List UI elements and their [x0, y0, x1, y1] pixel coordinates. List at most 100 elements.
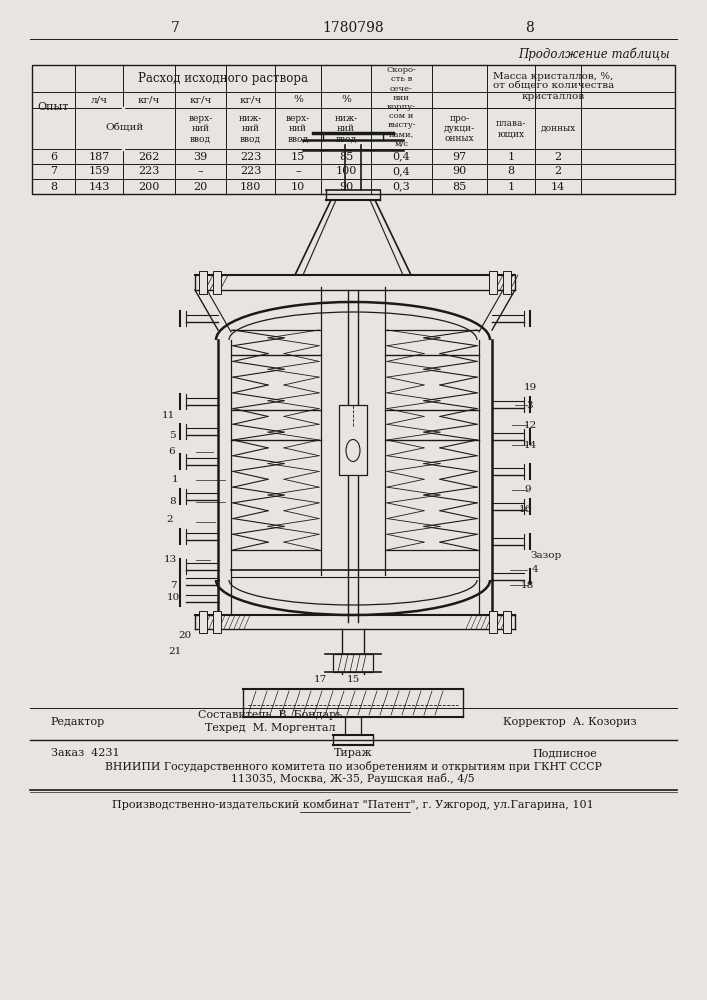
- Text: 223: 223: [240, 151, 261, 161]
- Text: 3: 3: [527, 400, 533, 410]
- Text: 85: 85: [339, 151, 353, 161]
- Bar: [213, 611, 221, 633]
- Text: 1780798: 1780798: [322, 21, 384, 35]
- Text: 0,4: 0,4: [392, 151, 410, 161]
- Text: Подписное: Подписное: [532, 748, 597, 758]
- Text: 17: 17: [313, 676, 327, 684]
- Bar: [489, 271, 497, 294]
- Text: 19: 19: [523, 383, 537, 392]
- Text: 20: 20: [194, 182, 208, 192]
- Text: 2: 2: [554, 151, 561, 161]
- Text: 1: 1: [508, 151, 515, 161]
- Text: %: %: [293, 96, 303, 104]
- Text: 90: 90: [452, 166, 467, 176]
- Text: 2: 2: [167, 516, 173, 524]
- Text: 262: 262: [139, 151, 160, 161]
- Text: 159: 159: [88, 166, 110, 176]
- Text: верх-
ний
ввод: верх- ний ввод: [286, 114, 310, 143]
- Bar: [339, 405, 367, 475]
- Text: 14: 14: [551, 182, 565, 192]
- Text: 200: 200: [139, 182, 160, 192]
- Text: ВНИИПИ Государственного комитета по изобретениям и открытиям при ГКНТ СССР: ВНИИПИ Государственного комитета по изоб…: [105, 760, 602, 772]
- Text: 100: 100: [335, 166, 357, 176]
- Text: 11: 11: [161, 410, 175, 420]
- Text: 1: 1: [172, 476, 178, 485]
- Text: 15: 15: [291, 151, 305, 161]
- Text: 8: 8: [508, 166, 515, 176]
- Text: донных: донных: [540, 124, 575, 133]
- Text: 7: 7: [50, 166, 57, 176]
- Text: 2: 2: [554, 166, 561, 176]
- Text: Производственно-издательский комбинат "Патент", г. Ужгород, ул.Гагарина, 101: Производственно-издательский комбинат "П…: [112, 798, 594, 810]
- Text: 16: 16: [518, 506, 532, 514]
- Text: 113035, Москва, Ж-35, Раушская наб., 4/5: 113035, Москва, Ж-35, Раушская наб., 4/5: [231, 774, 475, 784]
- Text: л/ч: л/ч: [90, 96, 107, 104]
- Text: 223: 223: [240, 166, 261, 176]
- Text: 20: 20: [178, 631, 192, 640]
- Text: 5: 5: [169, 430, 175, 440]
- Text: Составитель  В. Бондарь: Составитель В. Бондарь: [198, 710, 342, 720]
- Text: Заказ  4231: Заказ 4231: [51, 748, 119, 758]
- Text: 7: 7: [170, 21, 180, 35]
- Text: Скоро-
сть в
сече-
нии
корпу-
сом и
высту-
пами,
м/с: Скоро- сть в сече- нии корпу- сом и выст…: [387, 66, 416, 148]
- Text: Корректор  А. Козориз: Корректор А. Козориз: [503, 717, 637, 727]
- Text: Расход исходного раствора: Расход исходного раствора: [138, 72, 308, 85]
- Bar: [130, 200, 580, 700]
- Text: 6: 6: [50, 151, 57, 161]
- Text: 0,4: 0,4: [392, 166, 410, 176]
- Text: 8: 8: [525, 21, 534, 35]
- Text: 85: 85: [452, 182, 467, 192]
- Ellipse shape: [346, 440, 360, 462]
- Text: Опыт: Опыт: [37, 102, 69, 112]
- Text: про-
дукци-
онных: про- дукци- онных: [444, 114, 475, 143]
- Text: 90: 90: [339, 182, 353, 192]
- Text: –: –: [296, 166, 300, 176]
- Text: 180: 180: [240, 182, 261, 192]
- Text: –: –: [198, 166, 204, 176]
- Text: ниж-
ний
ввод: ниж- ний ввод: [239, 114, 262, 143]
- Bar: [503, 611, 511, 633]
- Bar: [199, 611, 207, 633]
- Bar: [199, 271, 207, 294]
- Text: 187: 187: [88, 151, 110, 161]
- Bar: [213, 271, 221, 294]
- Text: кг/ч: кг/ч: [138, 96, 160, 104]
- Text: 1: 1: [508, 182, 515, 192]
- Text: 9: 9: [525, 486, 532, 494]
- Text: 8: 8: [170, 497, 176, 506]
- Text: 8: 8: [50, 182, 57, 192]
- Text: Продолжение таблицы: Продолжение таблицы: [518, 47, 670, 61]
- Bar: [333, 654, 373, 672]
- Text: 13: 13: [163, 556, 177, 564]
- Text: Техред  М. Моргентал: Техред М. Моргентал: [205, 723, 335, 733]
- Text: 18: 18: [520, 580, 534, 589]
- Bar: [489, 611, 497, 633]
- Text: 0,3: 0,3: [392, 182, 410, 192]
- Text: кг/ч: кг/ч: [189, 96, 211, 104]
- Text: 15: 15: [346, 676, 360, 684]
- Text: 14: 14: [523, 440, 537, 450]
- Text: 143: 143: [88, 182, 110, 192]
- Bar: [32, 65, 675, 194]
- Text: 6: 6: [169, 448, 175, 456]
- Text: ниж-
ний
ввод: ниж- ний ввод: [334, 114, 358, 143]
- Text: 7: 7: [170, 580, 176, 589]
- Text: Масса кристаллов, %,
от общего количества
кристаллов: Масса кристаллов, %, от общего количеств…: [493, 72, 614, 101]
- Bar: [503, 271, 511, 294]
- Text: 39: 39: [194, 151, 208, 161]
- Text: верх-
ний
ввод: верх- ний ввод: [188, 114, 213, 143]
- Text: Зазор: Зазор: [530, 550, 561, 560]
- Text: Тираж: Тираж: [334, 748, 373, 758]
- Text: 10: 10: [291, 182, 305, 192]
- Text: Общий: Общий: [106, 124, 144, 133]
- Text: 4: 4: [532, 566, 538, 574]
- Text: 12: 12: [523, 420, 537, 430]
- Text: 21: 21: [168, 648, 182, 656]
- Text: %: %: [341, 96, 351, 104]
- Text: 223: 223: [139, 166, 160, 176]
- Text: 10: 10: [166, 593, 180, 602]
- Text: плава-
ющих: плава- ющих: [496, 119, 526, 138]
- Text: кг/ч: кг/ч: [239, 96, 262, 104]
- Text: Редактор: Редактор: [50, 717, 104, 727]
- Text: 97: 97: [452, 151, 467, 161]
